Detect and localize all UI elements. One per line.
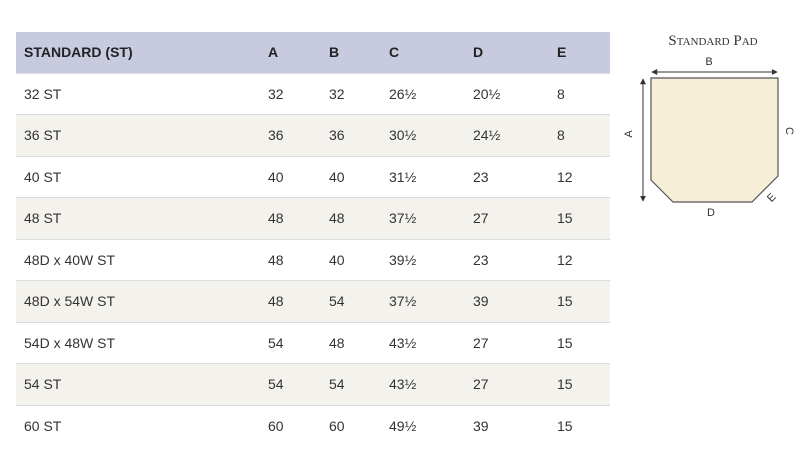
cell: 60 bbox=[329, 404, 389, 446]
row-label: 40 ST bbox=[16, 155, 268, 198]
cell: 39 bbox=[473, 404, 557, 446]
cell: 54 bbox=[329, 280, 389, 322]
row-label: 48 ST bbox=[16, 197, 268, 239]
cell: 23 bbox=[473, 238, 557, 281]
cell: 60 bbox=[268, 404, 329, 446]
row-label: 54D x 48W ST bbox=[16, 321, 268, 364]
cell: 8 bbox=[557, 72, 610, 115]
cell: 48 bbox=[268, 280, 329, 322]
table-row: 48 ST 48 48 37½ 27 15 bbox=[16, 197, 610, 239]
table-row: 36 ST 36 36 30½ 24½ 8 bbox=[16, 114, 610, 156]
cell: 23 bbox=[473, 155, 557, 198]
label-c: C bbox=[783, 127, 795, 135]
cell: 12 bbox=[557, 155, 610, 198]
cell: 40 bbox=[268, 155, 329, 198]
cell: 39 bbox=[473, 280, 557, 322]
cell: 15 bbox=[557, 404, 610, 446]
cell: 48 bbox=[329, 197, 389, 239]
cell: 43½ bbox=[389, 321, 473, 364]
table-row: 32 ST 32 32 26½ 20½ 8 bbox=[16, 72, 610, 115]
row-label: 48D x 40W ST bbox=[16, 238, 268, 281]
cell: 54 bbox=[268, 363, 329, 405]
cell: 8 bbox=[557, 114, 610, 156]
cell: 48 bbox=[329, 321, 389, 364]
label-a: A bbox=[623, 130, 635, 138]
header-cell: A bbox=[268, 32, 329, 73]
row-label: 48D x 54W ST bbox=[16, 280, 268, 322]
table-row: 48D x 40W ST 48 40 39½ 23 12 bbox=[16, 238, 610, 281]
row-label: 54 ST bbox=[16, 363, 268, 405]
header-cell: D bbox=[473, 32, 557, 73]
cell: 20½ bbox=[473, 72, 557, 115]
cell: 15 bbox=[557, 363, 610, 405]
cell: 27 bbox=[473, 197, 557, 239]
cell: 36 bbox=[268, 114, 329, 156]
cell: 26½ bbox=[389, 72, 473, 115]
cell: 27 bbox=[473, 321, 557, 364]
label-e: E bbox=[765, 191, 779, 205]
row-label: 60 ST bbox=[16, 404, 268, 446]
label-b: B bbox=[705, 56, 712, 68]
cell: 48 bbox=[268, 197, 329, 239]
diagram-title: Standard Pad bbox=[668, 33, 757, 49]
table-row: 54D x 48W ST 54 48 43½ 27 15 bbox=[16, 321, 610, 364]
cell: 49½ bbox=[389, 404, 473, 446]
cell: 40 bbox=[329, 238, 389, 281]
table-row: 48D x 54W ST 48 54 37½ 39 15 bbox=[16, 280, 610, 322]
header-cell: C bbox=[389, 32, 473, 73]
table-row: 54 ST 54 54 43½ 27 15 bbox=[16, 363, 610, 405]
cell: 15 bbox=[557, 280, 610, 322]
header-cell: E bbox=[557, 32, 610, 73]
cell: 39½ bbox=[389, 238, 473, 281]
cell: 27 bbox=[473, 363, 557, 405]
cell: 31½ bbox=[389, 155, 473, 198]
row-label: 32 ST bbox=[16, 72, 268, 115]
header-cell: B bbox=[329, 32, 389, 73]
cell: 32 bbox=[268, 72, 329, 115]
table-row: 60 ST 60 60 49½ 39 15 bbox=[16, 404, 610, 446]
pad-diagram: Standard Pad B A C D E bbox=[623, 33, 795, 219]
cell: 54 bbox=[329, 363, 389, 405]
cell: 40 bbox=[329, 155, 389, 198]
row-label: 36 ST bbox=[16, 114, 268, 156]
size-table: STANDARD (ST) A B C D E 32 ST 32 32 26½ 20½ 8 36 ST… bbox=[16, 32, 610, 446]
cell: 37½ bbox=[389, 280, 473, 322]
header-cell: STANDARD (ST) bbox=[16, 32, 268, 73]
cell: 30½ bbox=[389, 114, 473, 156]
cell: 15 bbox=[557, 197, 610, 239]
cell: 54 bbox=[268, 321, 329, 364]
label-d: D bbox=[707, 207, 715, 219]
cell: 15 bbox=[557, 321, 610, 364]
cell: 37½ bbox=[389, 197, 473, 239]
header-row: STANDARD (ST) A B C D E bbox=[16, 32, 610, 73]
cell: 36 bbox=[329, 114, 389, 156]
cell: 12 bbox=[557, 238, 610, 281]
cell: 32 bbox=[329, 72, 389, 115]
pad-shape bbox=[650, 77, 779, 203]
cell: 48 bbox=[268, 238, 329, 281]
cell: 24½ bbox=[473, 114, 557, 156]
cell: 43½ bbox=[389, 363, 473, 405]
table-row: 40 ST 40 40 31½ 23 12 bbox=[16, 155, 610, 198]
